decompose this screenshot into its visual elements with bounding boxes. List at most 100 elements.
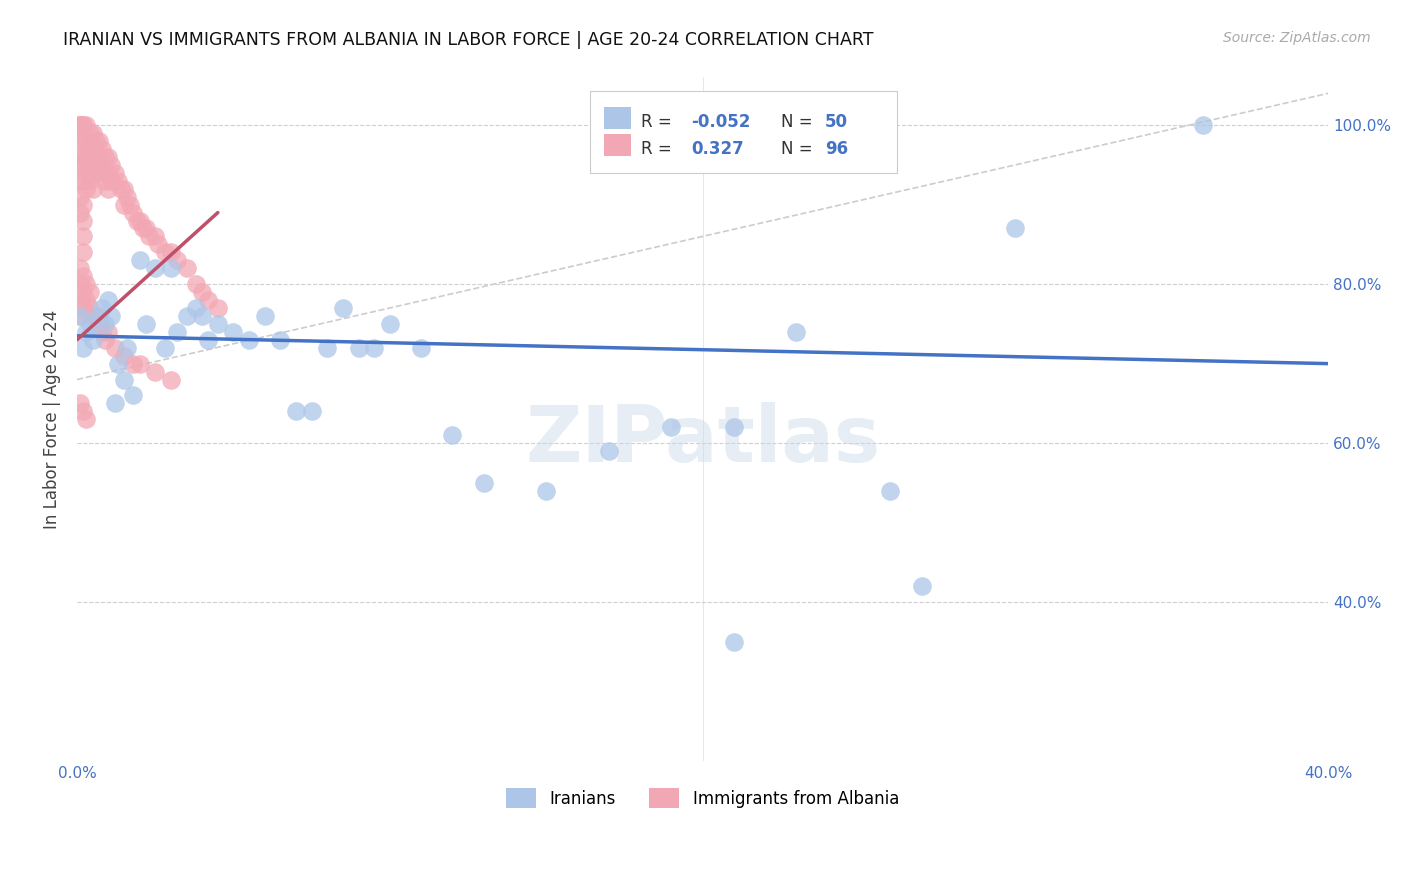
Point [97, 325, 120, 339]
Point [128, 213, 150, 227]
Point [207, 301, 229, 315]
Point [120, 197, 142, 211]
Point [347, 341, 370, 355]
Point [69, 309, 91, 323]
Point [659, 420, 682, 434]
Point [76, 166, 98, 180]
Point [91, 301, 114, 315]
Point [72, 158, 94, 172]
Point [91, 325, 114, 339]
Point [94, 317, 117, 331]
Point [76, 325, 98, 339]
Point [269, 333, 291, 347]
Y-axis label: In Labor Force | Age 20-24: In Labor Force | Age 20-24 [44, 310, 60, 529]
Point [79, 158, 101, 172]
Point [176, 309, 198, 323]
Point [72, 404, 94, 418]
Point [104, 166, 127, 180]
Point [301, 404, 323, 418]
Point [69, 261, 91, 276]
Text: IRANIAN VS IMMIGRANTS FROM ALBANIA IN LABOR FORCE | AGE 20-24 CORRELATION CHART: IRANIAN VS IMMIGRANTS FROM ALBANIA IN LA… [63, 31, 873, 49]
Point [94, 150, 117, 164]
Point [87, 158, 110, 172]
Point [84, 150, 107, 164]
Point [87, 134, 110, 148]
Point [72, 285, 94, 299]
Text: R =: R = [641, 140, 678, 159]
Point [104, 341, 127, 355]
Point [378, 317, 401, 331]
Point [79, 317, 101, 331]
Point [69, 118, 91, 132]
Point [69, 134, 91, 148]
Point [1192, 118, 1215, 132]
Point [87, 309, 110, 323]
Point [104, 396, 127, 410]
Point [79, 142, 101, 156]
Point [153, 245, 176, 260]
Point [222, 325, 245, 339]
Point [84, 134, 107, 148]
Point [72, 150, 94, 164]
Point [97, 182, 120, 196]
Point [97, 293, 120, 307]
Point [197, 293, 219, 307]
Point [72, 341, 94, 355]
Point [82, 166, 104, 180]
Point [107, 174, 129, 188]
Point [472, 475, 495, 490]
FancyBboxPatch shape [591, 91, 897, 173]
Point [69, 150, 91, 164]
Point [79, 174, 101, 188]
Point [1004, 221, 1026, 235]
Point [79, 301, 101, 315]
Point [153, 341, 176, 355]
Point [785, 325, 807, 339]
Point [82, 182, 104, 196]
Point [143, 229, 166, 244]
Point [115, 189, 138, 203]
Point [69, 205, 91, 219]
Point [160, 372, 183, 386]
Text: N =: N = [782, 113, 818, 131]
Point [72, 301, 94, 315]
Point [536, 483, 558, 498]
Point [128, 357, 150, 371]
Point [135, 317, 157, 331]
Text: 0.327: 0.327 [692, 140, 744, 159]
Point [138, 229, 160, 244]
Text: 96: 96 [825, 140, 848, 159]
Point [69, 158, 91, 172]
Point [197, 333, 219, 347]
Point [82, 333, 104, 347]
Point [143, 365, 166, 379]
Point [122, 357, 145, 371]
Point [72, 213, 94, 227]
Point [69, 277, 91, 292]
Point [82, 142, 104, 156]
Point [160, 261, 183, 276]
Point [112, 197, 135, 211]
Point [598, 444, 620, 458]
Point [723, 420, 745, 434]
Point [76, 150, 98, 164]
Point [191, 285, 214, 299]
Point [91, 166, 114, 180]
Point [110, 182, 132, 196]
Legend: Iranians, Immigrants from Albania: Iranians, Immigrants from Albania [499, 781, 905, 814]
Point [122, 205, 145, 219]
Point [316, 341, 339, 355]
Point [238, 333, 260, 347]
Point [94, 174, 117, 188]
Point [72, 229, 94, 244]
Point [72, 269, 94, 284]
Point [363, 341, 385, 355]
Point [191, 309, 214, 323]
Point [69, 396, 91, 410]
Point [76, 134, 98, 148]
Point [76, 118, 98, 132]
Point [82, 309, 104, 323]
FancyBboxPatch shape [603, 134, 631, 156]
Point [94, 333, 117, 347]
Point [69, 293, 91, 307]
